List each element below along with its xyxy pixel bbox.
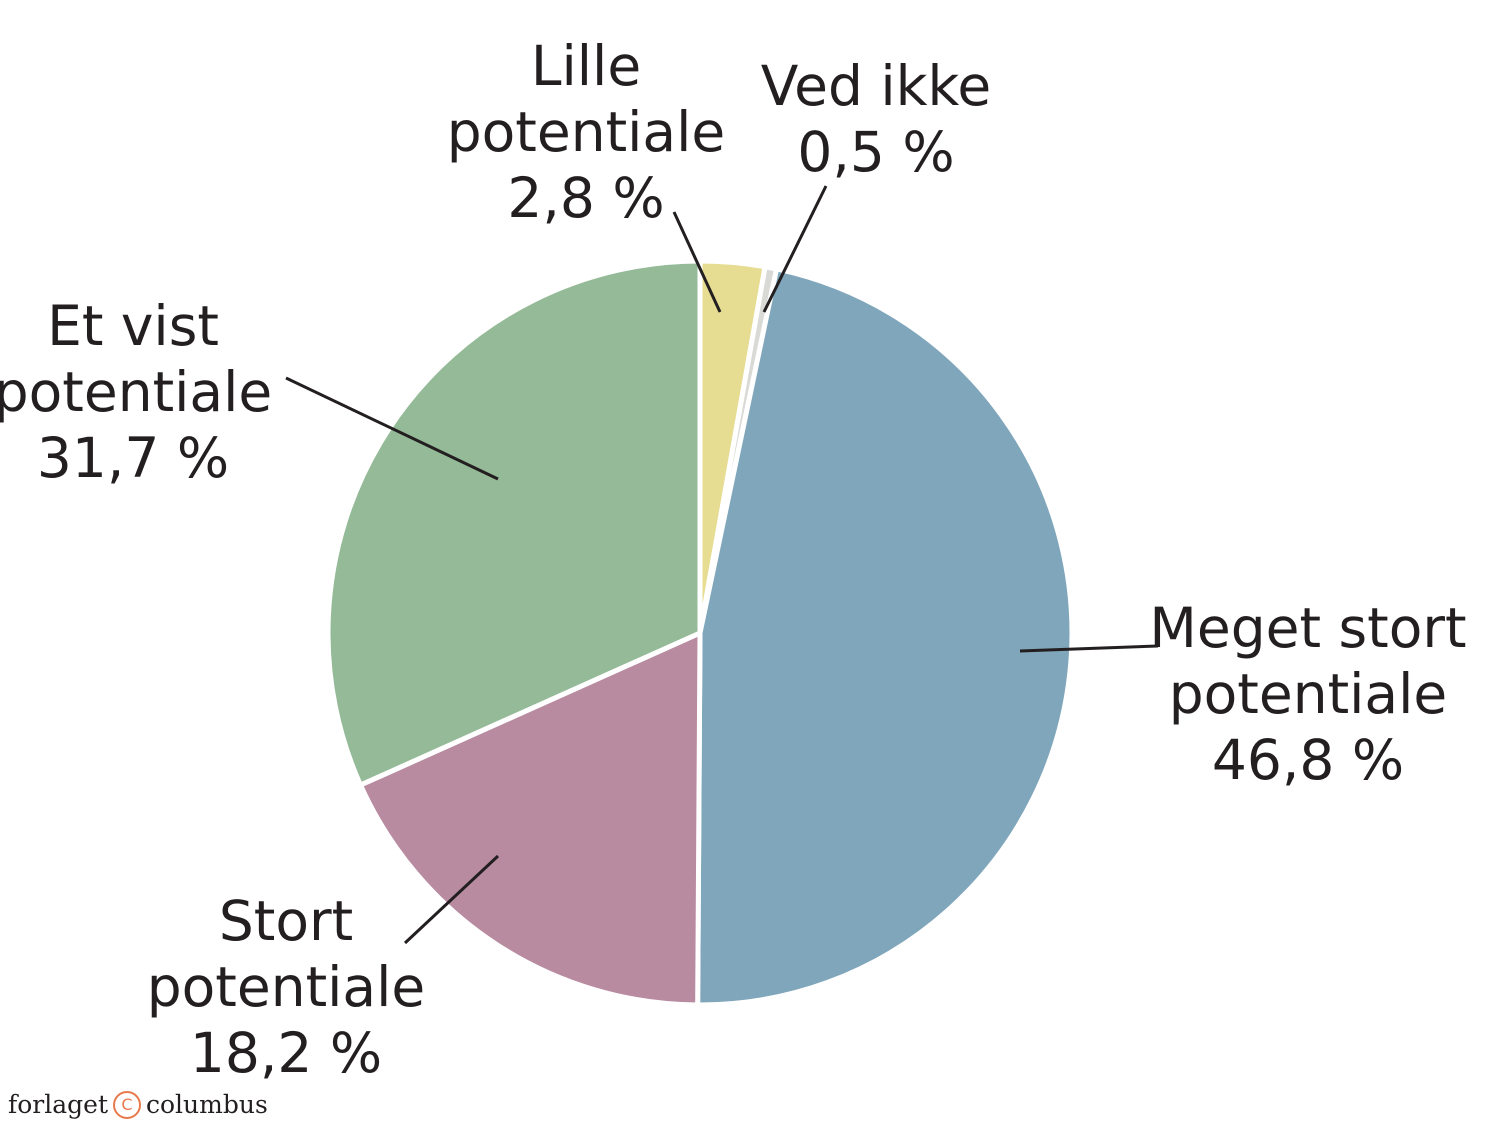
slice-label-0: Lille potentiale 2,8 % bbox=[447, 34, 726, 230]
slice-label-4-line-2: 31,7 % bbox=[37, 426, 229, 490]
leader-line-2 bbox=[1019, 644, 1159, 653]
slice-label-3-line-1: potentiale bbox=[147, 955, 426, 1019]
slice-label-0-line-0: Lille bbox=[531, 34, 641, 98]
copyright-mark-icon: C bbox=[113, 1090, 141, 1119]
slice-label-2: Meget stort potentiale 46,8 % bbox=[1149, 596, 1466, 792]
pie-slices bbox=[325, 258, 1075, 1008]
pie-slice-2 bbox=[695, 266, 1075, 1008]
leader-line-1 bbox=[762, 185, 828, 313]
brand-text-columbus: columbus bbox=[146, 1090, 268, 1119]
slice-labels: Lille potentiale 2,8 %Ved ikke 0,5 %Meget s… bbox=[0, 34, 1467, 1085]
slice-label-4: Et vist potentiale 31,7 % bbox=[0, 294, 272, 490]
slice-label-3-line-2: 18,2 % bbox=[190, 1021, 382, 1085]
leader-line-3 bbox=[403, 854, 500, 945]
slice-label-2-line-2: 46,8 % bbox=[1212, 728, 1404, 792]
leader-line-4 bbox=[285, 376, 499, 481]
pie-slice-4 bbox=[325, 258, 703, 788]
leader-lines bbox=[285, 185, 1159, 945]
slice-label-1-line-1: 0,5 % bbox=[797, 120, 954, 184]
slice-label-1-line-0: Ved ikke bbox=[761, 54, 991, 118]
leader-line-0 bbox=[672, 211, 722, 313]
publisher-logo: forlaget C columbus bbox=[8, 1090, 268, 1119]
slice-label-2-line-0: Meget stort bbox=[1149, 596, 1466, 660]
slice-label-3: Stort potentiale 18,2 % bbox=[147, 889, 426, 1085]
slice-label-4-line-1: potentiale bbox=[0, 360, 272, 424]
brand-text-forlaget: forlaget bbox=[8, 1090, 108, 1119]
slice-label-4-line-0: Et vist bbox=[47, 294, 219, 358]
pie-slice-3 bbox=[357, 630, 703, 1008]
slice-label-2-line-1: potentiale bbox=[1169, 662, 1448, 726]
slice-label-1: Ved ikke 0,5 % bbox=[761, 54, 991, 184]
slice-label-3-line-0: Stort bbox=[219, 889, 353, 953]
slice-label-0-line-2: 2,8 % bbox=[507, 166, 664, 230]
slice-label-0-line-1: potentiale bbox=[447, 100, 726, 164]
